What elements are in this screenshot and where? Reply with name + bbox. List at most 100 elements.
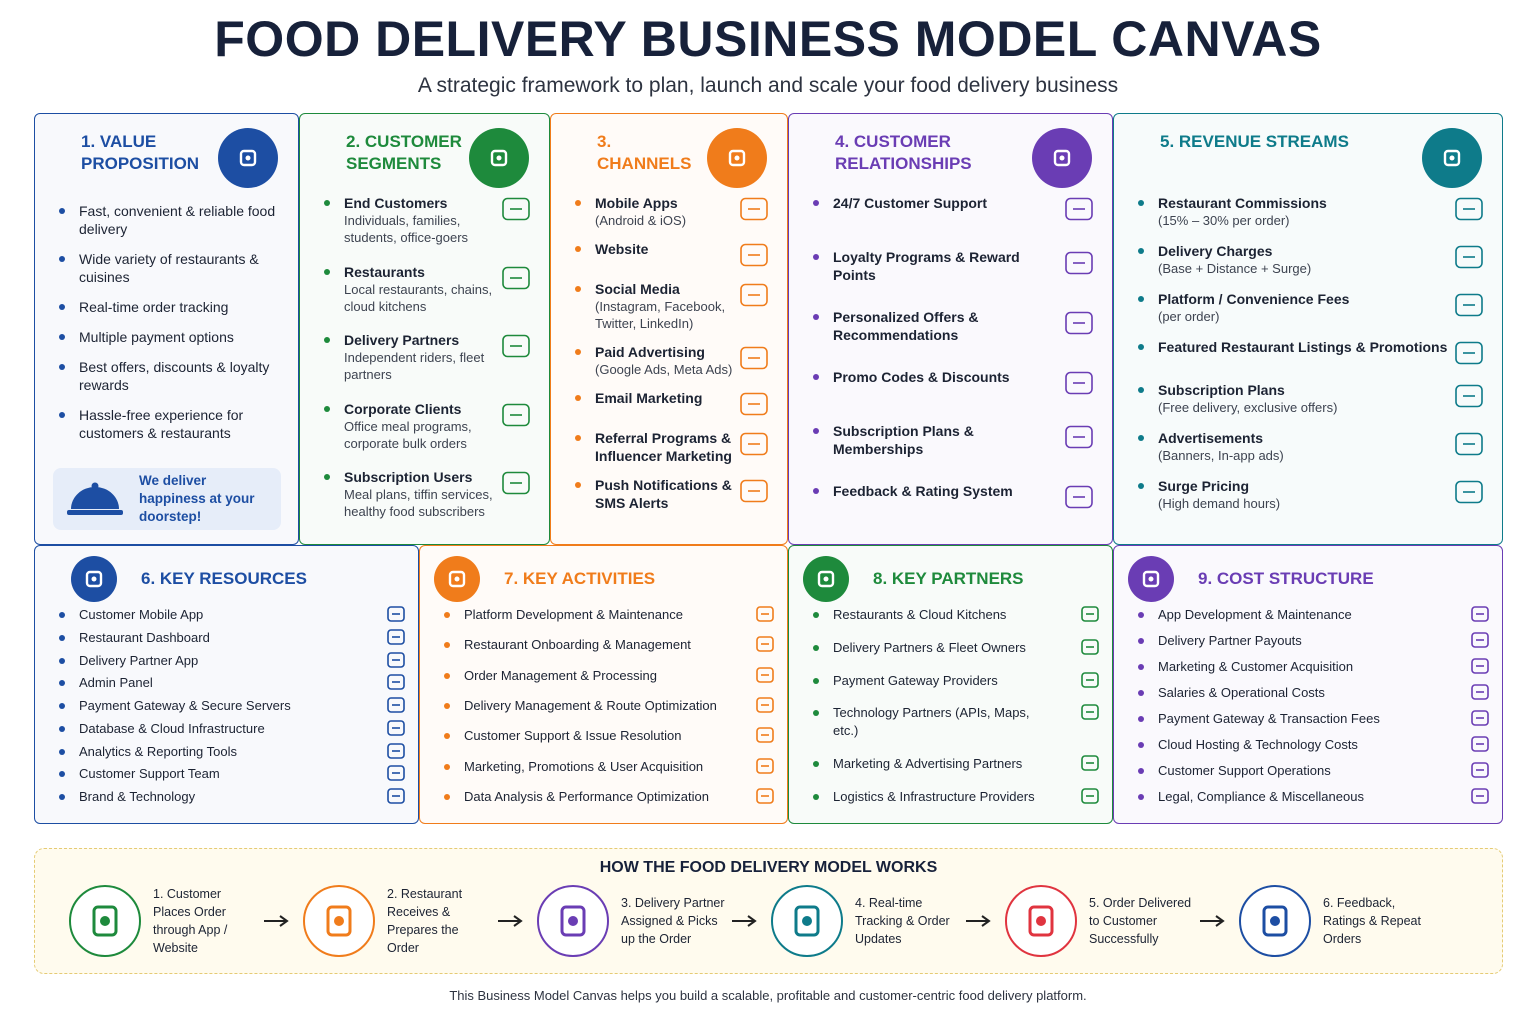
section-title: 2. CUSTOMER SEGMENTS (346, 132, 462, 173)
item-icon (1471, 658, 1489, 674)
bullet (59, 256, 65, 262)
item-text: Data Analysis & Performance Optimization (464, 788, 721, 806)
item-icon (387, 651, 405, 668)
item-label: Customer Support Operations (1158, 763, 1331, 778)
item-label: Fast, convenient & reliable food deliver… (79, 203, 276, 237)
item-icon (1081, 788, 1099, 804)
item-label: Marketing & Advertising Partners (833, 756, 1023, 772)
bullet (1138, 344, 1144, 350)
item-icon (740, 392, 768, 415)
item-text: Promo Codes & Discounts (833, 368, 1058, 386)
section-icon (71, 556, 117, 602)
item-icon (1471, 606, 1489, 622)
bullet (59, 304, 65, 310)
list-item: Loyalty Programs & Reward Points (813, 248, 1094, 284)
item-text: Technology Partners (APIs, Maps, etc.) (833, 704, 1046, 740)
list-item: Surge Pricing (High demand hours) (1138, 477, 1484, 512)
step-icon (1239, 885, 1311, 957)
step-icon (537, 885, 609, 957)
list-item: Multiple payment options (59, 328, 280, 346)
section-icon (803, 556, 849, 602)
list-item: Subscription Users Meal plans, tiffin ser… (324, 468, 531, 520)
item-text: Personalized Offers & Recommendations (833, 308, 1058, 344)
bullet (575, 200, 581, 206)
item-detail: (Instagram, Facebook, Twitter, LinkedIn) (595, 299, 726, 332)
section-icon (218, 128, 278, 188)
item-icon (502, 403, 530, 426)
item-title: Platform / Convenience Fees (1158, 291, 1350, 307)
item-text: Analytics & Reporting Tools (79, 743, 352, 761)
item-text: 24/7 Customer Support (833, 194, 1058, 212)
item-list: Restaurants & Cloud Kitchens Delivery Par… (813, 606, 1099, 806)
item-title: Personalized Offers & Recommendations (833, 309, 979, 343)
list-item: Restaurant Onboarding & Management (444, 636, 774, 654)
step-text: 1. Customer Places Order through App / W… (153, 887, 228, 955)
bullet (324, 474, 330, 480)
page-subtitle: A strategic framework to plan, launch an… (417, 74, 1119, 97)
item-label: Payment Gateway & Transaction Fees (1158, 711, 1380, 726)
item-text: Brand & Technology (79, 788, 352, 806)
bullet (324, 405, 330, 412)
item-detail: Office meal programs, corporate bulk ord… (344, 418, 472, 451)
item-text: Restaurant Commissions (15% – 30% per ord… (1158, 194, 1448, 229)
item-icon (1455, 293, 1483, 317)
section-icon (1032, 128, 1092, 188)
item-icon (1081, 704, 1099, 721)
item-label: Marketing & Customer Acquisition (1158, 659, 1354, 674)
item-icon (740, 346, 768, 370)
bullet (1138, 483, 1144, 489)
item-icon (387, 674, 405, 691)
item-text: Fast, convenient & reliable food deliver… (79, 202, 280, 238)
bullet (1138, 612, 1144, 618)
item-detail: (Android & iOS) (595, 213, 687, 228)
item-text: Customer Support Operations (1158, 762, 1436, 780)
bullet (1138, 716, 1144, 722)
item-label: Customer Support & Issue Resolution (464, 728, 682, 744)
item-label: Restaurants & Cloud Kitchens (833, 607, 1007, 622)
list-item: Email Marketing (575, 389, 769, 419)
item-list: End Customers Individuals, families, stud… (324, 194, 531, 520)
item-text: Wide variety of restaurants & cuisines (79, 250, 280, 286)
item-text: Legal, Compliance & Miscellaneous (1158, 788, 1436, 806)
bullet (59, 334, 65, 340)
item-text: Restaurant Dashboard (79, 629, 352, 647)
item-title: Delivery Partners (344, 332, 460, 348)
section-icon-glyph (490, 149, 508, 167)
list-item: Fast, convenient & reliable food deliver… (59, 202, 280, 238)
item-label: Marketing, Promotions & User Acquisition (464, 758, 704, 774)
section-title: 9. COST STRUCTURE (1198, 569, 1374, 588)
item-list: App Development & Maintenance Delivery Pa… (1138, 606, 1489, 806)
item-icon (1065, 425, 1093, 449)
item-text: Customer Mobile App (79, 606, 352, 624)
item-text: Email Marketing (595, 389, 733, 407)
item-text: Delivery Partners Independent riders, fle… (344, 331, 495, 383)
bullet (59, 771, 65, 778)
item-text: Restaurants & Cloud Kitchens (833, 606, 1046, 624)
bullet (444, 733, 450, 740)
item-label: Technology Partners (APIs, Maps, etc.) (833, 705, 1030, 739)
bullet (813, 374, 819, 380)
step-text: 2. Restaurant Receives & Prepares the Or… (387, 887, 463, 955)
item-icon (502, 471, 530, 495)
flow-panel: HOW THE FOOD DELIVERY MODEL WORKS 1. Cus… (34, 848, 1503, 974)
list-item: Restaurants & Cloud Kitchens (813, 606, 1099, 624)
item-list: Customer Mobile App Restaurant Dashboard D… (59, 606, 405, 806)
list-item: Admin Panel (59, 674, 405, 692)
list-item: Corporate Clients Office meal programs, c… (324, 400, 531, 452)
list-item: Delivery Partners & Fleet Owners (813, 638, 1099, 657)
step-glyph (1028, 905, 1054, 937)
item-title: Social Media (595, 281, 680, 298)
item-icon (1471, 710, 1489, 726)
bullet (59, 725, 65, 732)
item-text: Marketing, Promotions & User Acquisition (464, 758, 721, 776)
list-item: Best offers, discounts & loyalty rewards (59, 358, 280, 394)
item-text: Featured Restaurant Listings & Promotion… (1158, 338, 1448, 356)
list-item: End Customers Individuals, families, stud… (324, 194, 531, 246)
item-title: Featured Restaurant Listings & Promotion… (1158, 339, 1448, 355)
section-title: 5. REVENUE STREAMS (1160, 132, 1349, 151)
item-text: Restaurants Local restaurants, chains, cl… (344, 263, 495, 315)
footer-note: This Business Model Canvas helps you bui… (449, 988, 1087, 1003)
list-item: Feedback & Rating System (813, 482, 1094, 512)
item-label: Delivery Partner App (79, 652, 199, 668)
item-title: Restaurants (344, 263, 425, 280)
